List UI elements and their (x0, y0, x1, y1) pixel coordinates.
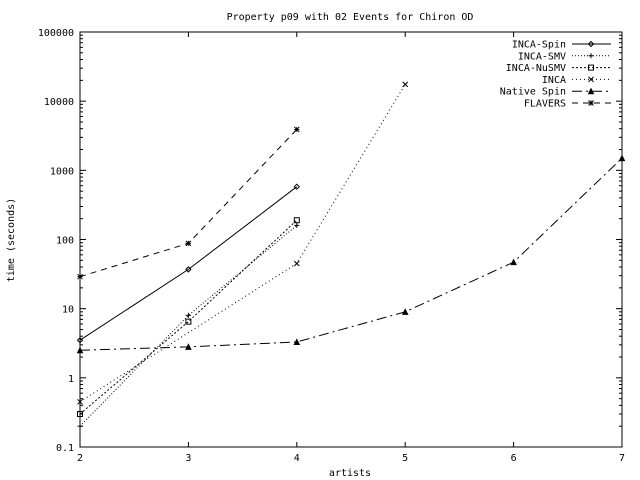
series-line (79, 219, 298, 415)
data-point-marker (293, 126, 300, 133)
data-point-marker (588, 53, 594, 59)
legend-label: INCA (542, 75, 566, 86)
chart-title: Property p09 with 02 Events for Chiron O… (227, 12, 474, 23)
y-tick-label: 100000 (38, 28, 74, 39)
data-point-marker (76, 346, 84, 354)
x-axis-label: artists (329, 468, 371, 479)
data-point-marker (185, 266, 192, 273)
y-tick-label: 10 (62, 305, 74, 316)
data-point-marker (587, 40, 595, 48)
data-point-marker (185, 312, 191, 318)
y-tick-label: 10000 (44, 97, 74, 108)
data-point-marker (76, 336, 84, 344)
data-point-marker (293, 183, 301, 190)
data-point-marker (77, 273, 83, 280)
axis-ticks: 2 3 4 5 6 7 0.1 1 10 100 1000 10000 100000 (38, 28, 625, 464)
data-point-marker (293, 217, 300, 224)
data-point-marker (588, 76, 594, 83)
x-tick-label: 2 (77, 453, 83, 464)
y-axis-label: time (seconds) (6, 198, 17, 282)
legend-label: FLAVERS (524, 99, 566, 110)
legend-label: Native Spin (500, 87, 566, 98)
data-point-marker (77, 410, 83, 417)
y-tick-label: 0.1 (56, 443, 74, 454)
series-native-spin (76, 154, 626, 354)
series-flavers (77, 126, 300, 280)
data-point-marker (294, 222, 300, 228)
x-tick-label: 3 (185, 453, 191, 464)
series-group (76, 81, 626, 429)
x-tick-label: 4 (294, 453, 300, 464)
data-point-marker (401, 308, 409, 315)
data-point-marker (510, 258, 517, 266)
data-point-marker (185, 318, 192, 325)
series-line (79, 129, 298, 278)
data-point-marker (588, 100, 594, 106)
y-tick-label: 1 (68, 374, 74, 385)
data-point-marker (185, 343, 192, 350)
legend-label: INCA-SMV (518, 51, 566, 62)
series-line (79, 186, 298, 341)
data-point-marker (77, 423, 83, 429)
data-point-marker (588, 64, 594, 71)
legend-label: INCA-Spin (512, 40, 566, 51)
legend-label: INCA-NuSMV (506, 63, 566, 74)
x-tick-label: 6 (511, 453, 517, 464)
data-point-marker (77, 398, 83, 405)
y-tick-label: 100 (56, 236, 74, 247)
x-tick-label: 5 (402, 453, 408, 464)
series-inca (77, 81, 409, 405)
series-inca-nusmv (77, 217, 300, 417)
series-line (79, 224, 298, 427)
series-inca-spin (76, 183, 301, 344)
series-line (79, 84, 406, 403)
data-point-marker (293, 338, 301, 345)
series-inca-smv (77, 222, 300, 429)
data-point-marker (402, 81, 409, 88)
series-line (79, 157, 623, 351)
data-point-marker (185, 240, 192, 247)
y-tick-label: 1000 (50, 166, 74, 177)
data-point-marker (618, 154, 626, 162)
x-tick-label: 7 (619, 453, 625, 464)
data-point-marker (293, 260, 300, 267)
data-point-marker (587, 87, 595, 95)
